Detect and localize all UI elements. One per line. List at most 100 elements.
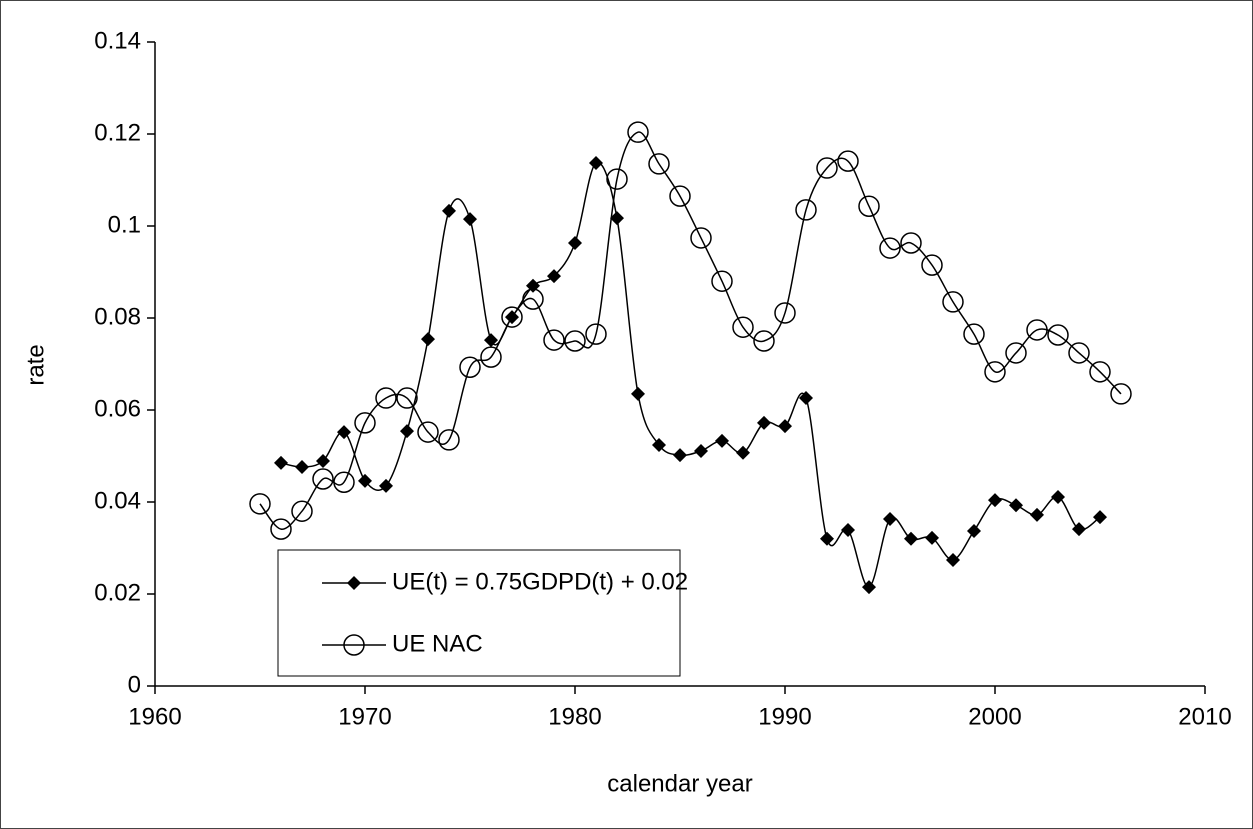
circle-marker bbox=[1068, 342, 1090, 364]
y-tick-label: 0.02 bbox=[94, 579, 141, 606]
y-tick-label: 0.1 bbox=[108, 211, 141, 238]
circle-marker bbox=[627, 121, 649, 143]
diamond-marker bbox=[652, 437, 666, 452]
legend-marker bbox=[347, 576, 361, 590]
circle-marker bbox=[312, 468, 334, 490]
circle-marker bbox=[375, 387, 397, 409]
circle-marker bbox=[648, 153, 670, 175]
legend-label: UE(t) = 0.75GDPD(t) + 0.02 bbox=[392, 568, 688, 595]
circle-marker bbox=[795, 199, 817, 221]
x-tick-label: 1960 bbox=[128, 703, 181, 730]
diamond-marker bbox=[589, 155, 603, 170]
diamond-marker bbox=[778, 419, 792, 434]
circle-marker bbox=[690, 227, 712, 249]
x-tick-label: 2000 bbox=[968, 703, 1021, 730]
diamond-marker bbox=[946, 552, 960, 567]
circle-marker bbox=[270, 518, 292, 540]
diamond-marker bbox=[883, 512, 897, 527]
diamond-marker bbox=[1093, 510, 1107, 525]
legend-marker bbox=[343, 634, 365, 656]
diamond-marker bbox=[925, 530, 939, 545]
circle-marker bbox=[606, 168, 628, 190]
circle-marker bbox=[291, 500, 313, 522]
circle-marker bbox=[1026, 319, 1048, 341]
diamond-marker bbox=[421, 332, 435, 347]
circle-marker bbox=[900, 232, 922, 254]
circle-marker bbox=[480, 346, 502, 368]
circle-marker bbox=[438, 429, 460, 451]
circle-marker bbox=[984, 361, 1006, 383]
circle-marker bbox=[921, 254, 943, 276]
x-axis-label: calendar year bbox=[607, 770, 752, 797]
circle-marker bbox=[459, 356, 481, 378]
diamond-marker bbox=[295, 460, 309, 475]
diamond-marker bbox=[484, 333, 498, 348]
circle-marker bbox=[963, 323, 985, 345]
circle-marker bbox=[396, 387, 418, 409]
diamond-marker bbox=[400, 424, 414, 439]
y-tick-label: 0 bbox=[128, 671, 141, 698]
diamond-marker bbox=[820, 531, 834, 546]
circle-marker bbox=[417, 421, 439, 443]
diamond-marker bbox=[358, 473, 372, 488]
y-tick-label: 0.12 bbox=[94, 119, 141, 146]
diamond-marker bbox=[1009, 498, 1023, 513]
diamond-marker bbox=[442, 203, 456, 218]
diamond-marker bbox=[757, 415, 771, 430]
circle-marker bbox=[858, 195, 880, 217]
circle-marker bbox=[837, 150, 859, 172]
circle-marker bbox=[1089, 361, 1111, 383]
circle-marker bbox=[753, 330, 775, 352]
diamond-marker bbox=[379, 478, 393, 493]
circle-marker bbox=[711, 270, 733, 292]
y-tick-label: 0.06 bbox=[94, 395, 141, 422]
diamond-marker bbox=[967, 523, 981, 538]
diamond-marker bbox=[547, 269, 561, 284]
circle-marker bbox=[333, 471, 355, 493]
diamond-marker bbox=[673, 448, 687, 463]
legend-label: UE NAC bbox=[392, 630, 483, 657]
diamond-marker bbox=[862, 580, 876, 595]
diamond-marker bbox=[1072, 522, 1086, 537]
circle-marker bbox=[816, 157, 838, 179]
diamond-marker bbox=[631, 386, 645, 401]
circle-marker bbox=[732, 316, 754, 338]
circle-marker bbox=[1110, 383, 1132, 405]
diamond-marker bbox=[715, 433, 729, 448]
diamond-marker bbox=[337, 425, 351, 440]
y-tick-label: 0.08 bbox=[94, 303, 141, 330]
y-tick-label: 0.04 bbox=[94, 487, 141, 514]
y-axis-label: rate bbox=[22, 344, 49, 385]
circle-marker bbox=[543, 329, 565, 351]
diamond-marker bbox=[463, 212, 477, 227]
x-tick-label: 1980 bbox=[548, 703, 601, 730]
diamond-marker bbox=[736, 445, 750, 460]
diamond-marker bbox=[841, 523, 855, 538]
diamond-marker bbox=[904, 531, 918, 546]
circle-marker bbox=[585, 323, 607, 345]
diamond-marker bbox=[1030, 507, 1044, 522]
x-tick-label: 1970 bbox=[338, 703, 391, 730]
x-tick-label: 2010 bbox=[1178, 703, 1231, 730]
diamond-marker bbox=[799, 391, 813, 406]
circle-marker bbox=[879, 237, 901, 259]
diamond-marker bbox=[1051, 489, 1065, 504]
circle-marker bbox=[522, 288, 544, 310]
circle-marker bbox=[501, 306, 523, 328]
circle-marker bbox=[249, 493, 271, 515]
series-line bbox=[259, 131, 1122, 530]
circle-marker bbox=[354, 412, 376, 434]
diamond-marker bbox=[988, 493, 1002, 508]
diamond-marker bbox=[568, 236, 582, 251]
circle-marker bbox=[1047, 324, 1069, 346]
circle-marker bbox=[564, 330, 586, 352]
circle-marker bbox=[669, 185, 691, 207]
diamond-marker bbox=[610, 211, 624, 226]
legend bbox=[277, 549, 681, 677]
circle-marker bbox=[942, 291, 964, 313]
y-tick-label: 0.14 bbox=[94, 27, 141, 54]
circle-marker bbox=[1005, 342, 1027, 364]
x-tick-label: 1990 bbox=[758, 703, 811, 730]
